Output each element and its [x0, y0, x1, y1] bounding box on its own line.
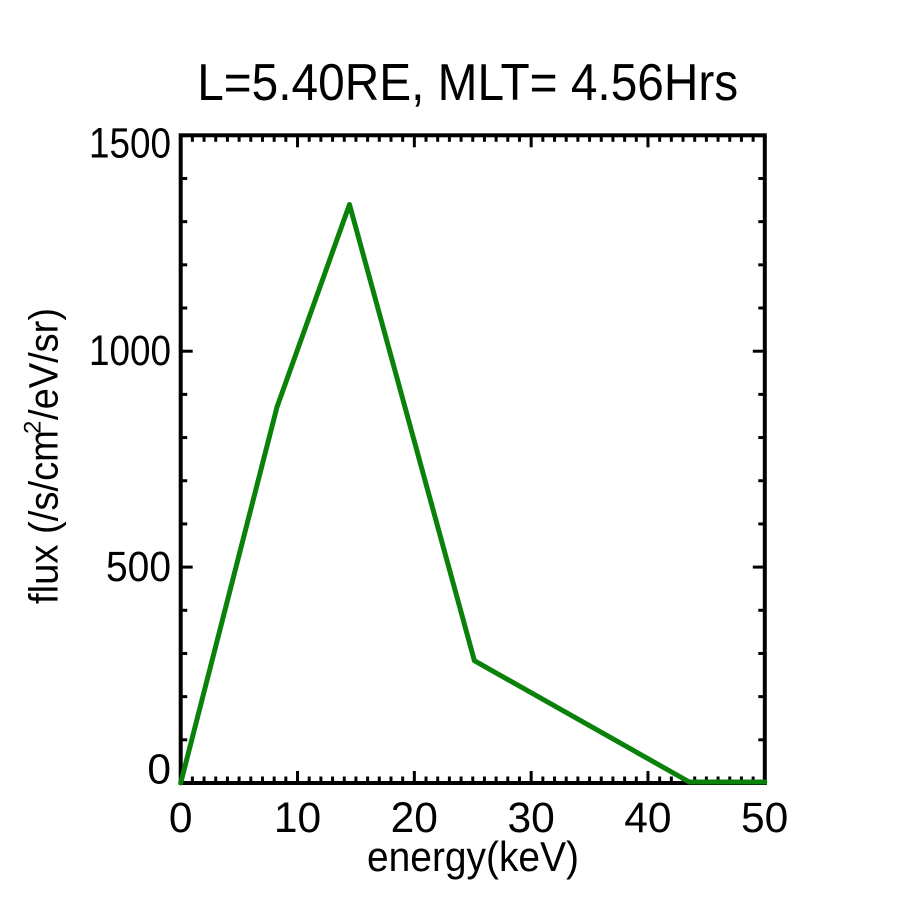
- svg-text:10: 10: [274, 795, 321, 842]
- svg-text:1500: 1500: [89, 121, 171, 168]
- svg-text:40: 40: [624, 795, 671, 842]
- svg-text:1000: 1000: [89, 328, 171, 375]
- svg-text:20: 20: [391, 795, 438, 842]
- svg-text:0: 0: [169, 795, 193, 842]
- svg-text:0: 0: [147, 747, 171, 794]
- svg-text:energy(keV): energy(keV): [367, 833, 579, 880]
- svg-text:2: 2: [19, 421, 46, 434]
- svg-text:30: 30: [507, 795, 554, 842]
- svg-text:flux (/s/cm: flux (/s/cm: [21, 430, 67, 604]
- svg-text:50: 50: [741, 795, 788, 842]
- svg-text:500: 500: [106, 544, 171, 591]
- svg-text:L=5.40RE, MLT= 4.56Hrs: L=5.40RE, MLT= 4.56Hrs: [197, 54, 738, 112]
- svg-text:/eV/sr): /eV/sr): [21, 308, 67, 420]
